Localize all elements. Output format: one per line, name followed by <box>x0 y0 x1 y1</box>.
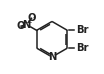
Text: -: - <box>33 14 35 20</box>
Text: Br: Br <box>76 43 88 54</box>
Text: +: + <box>26 20 31 26</box>
Text: N: N <box>48 52 56 62</box>
Text: O: O <box>27 13 36 23</box>
Text: N: N <box>22 20 31 30</box>
Bar <box>24 23 29 27</box>
Bar <box>50 55 54 59</box>
Text: O: O <box>17 21 25 31</box>
Text: Br: Br <box>76 25 88 35</box>
